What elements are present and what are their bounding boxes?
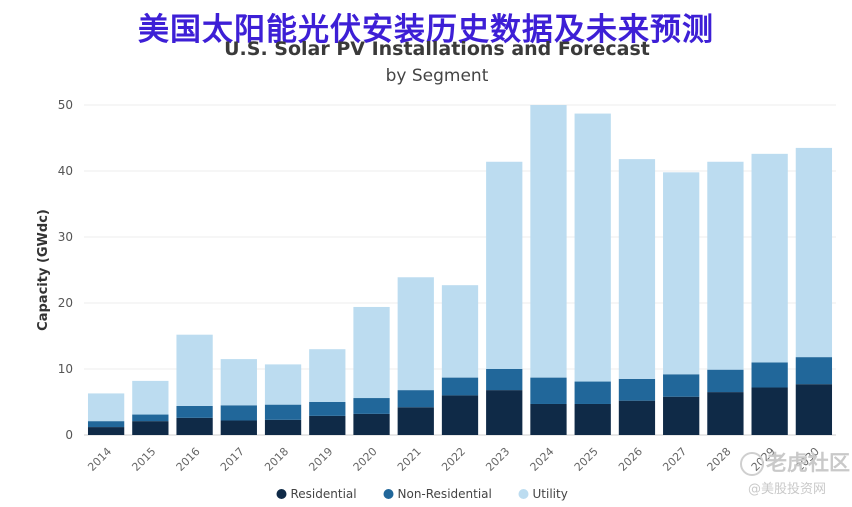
legend-marker [383,489,394,499]
bar-segment [176,334,213,406]
bar-segment [530,377,567,404]
y-tick-label: 50 [58,98,73,112]
y-tick-label: 0 [65,428,73,442]
legend-marker [518,489,529,499]
bar-segment [707,161,744,370]
bar-segment [707,392,744,435]
bar-segment [87,421,125,428]
x-tick-label: 2025 [572,445,601,474]
bar-segment [397,390,434,408]
x-tick-label: 2022 [439,445,468,474]
bar-segment [574,113,611,382]
x-tick-label: 2020 [351,445,380,474]
x-tick-label: 2026 [616,445,645,474]
bar-segment [264,404,302,420]
x-tick-label: 2017 [218,445,247,474]
bar-segment [486,161,523,369]
watermark-icon [740,452,764,476]
bar-segment [441,285,479,378]
bar-segment [220,405,257,421]
bar-segment [751,153,788,363]
bar-segment [441,377,479,396]
bar-segment [309,402,346,416]
bar-segment [663,396,700,435]
bar-segment [795,147,833,358]
legend-label: Non-Residential [398,487,492,501]
legend: Residential Non-Residential Utility [276,487,568,501]
x-tick-label: 2027 [660,445,689,474]
bar-segment [707,369,744,393]
bar-segment [530,403,567,435]
bar-segment [353,398,390,414]
bars [87,105,833,435]
x-tick-label: 2028 [705,445,734,474]
chart-subtitle: by Segment [385,66,489,86]
y-tick-label: 40 [58,164,73,178]
y-tick-label: 20 [58,296,73,310]
bar-segment [663,374,700,397]
x-axis-ticks: 2014 2015 2016 2017 2018 2019 2020 2021 2022 2023… [85,445,822,474]
bar-segment [663,172,700,375]
bar-segment [353,413,390,435]
bar-segment [132,414,169,422]
bar-segment [751,362,788,388]
bar-segment [486,369,523,391]
bar-segment [618,159,656,379]
x-tick-label: 2014 [85,445,114,474]
bar-segment [309,415,346,435]
bar-segment [220,359,257,406]
bar-segment [795,357,833,385]
bar-segment [220,420,257,435]
legend-marker [276,489,287,499]
bar-segment [751,387,788,435]
y-tick-label: 30 [58,230,73,244]
x-tick-label: 2024 [528,445,557,474]
bar-segment [397,407,434,435]
watermark-handle: @美股投资网 [748,482,827,497]
bar-segment [618,400,656,435]
bar-segment [176,417,213,435]
legend-label: Residential [291,487,357,501]
bar-segment [618,378,656,401]
bar-segment [574,381,611,404]
bar-segment [397,277,434,391]
bar-segment [264,364,302,405]
x-tick-label: 2021 [395,445,424,474]
legend-label: Utility [533,487,568,501]
bar-segment [176,405,213,418]
watermark-text: 老虎社区 [766,451,850,475]
x-tick-label: 2023 [483,445,512,474]
bar-segment [530,105,567,378]
bar-segment [309,349,346,402]
x-tick-label: 2019 [306,445,335,474]
bar-segment [87,393,125,422]
x-tick-label: 2018 [262,445,291,474]
chart-title: U.S. Solar PV Installations and Forecast [224,38,650,60]
bar-segment [441,395,479,435]
y-axis-label: Capacity (GWdc) [36,209,51,331]
x-tick-label: 2016 [174,445,203,474]
bar-segment [132,421,169,435]
bar-segment [486,390,523,435]
x-tick-label: 2015 [129,445,158,474]
bar-segment [132,380,169,415]
bar-segment [353,306,390,399]
bar-segment [795,384,833,435]
bar-segment [87,427,125,435]
watermark-logo: 老虎社区 [740,447,850,477]
bar-segment [574,403,611,435]
banner-title: 美国太阳能光伏安装历史数据及未来预测 [138,12,714,48]
y-axis-ticks: 0 10 20 30 40 50 [58,98,73,442]
bar-segment [264,419,302,435]
y-tick-label: 10 [58,362,73,376]
